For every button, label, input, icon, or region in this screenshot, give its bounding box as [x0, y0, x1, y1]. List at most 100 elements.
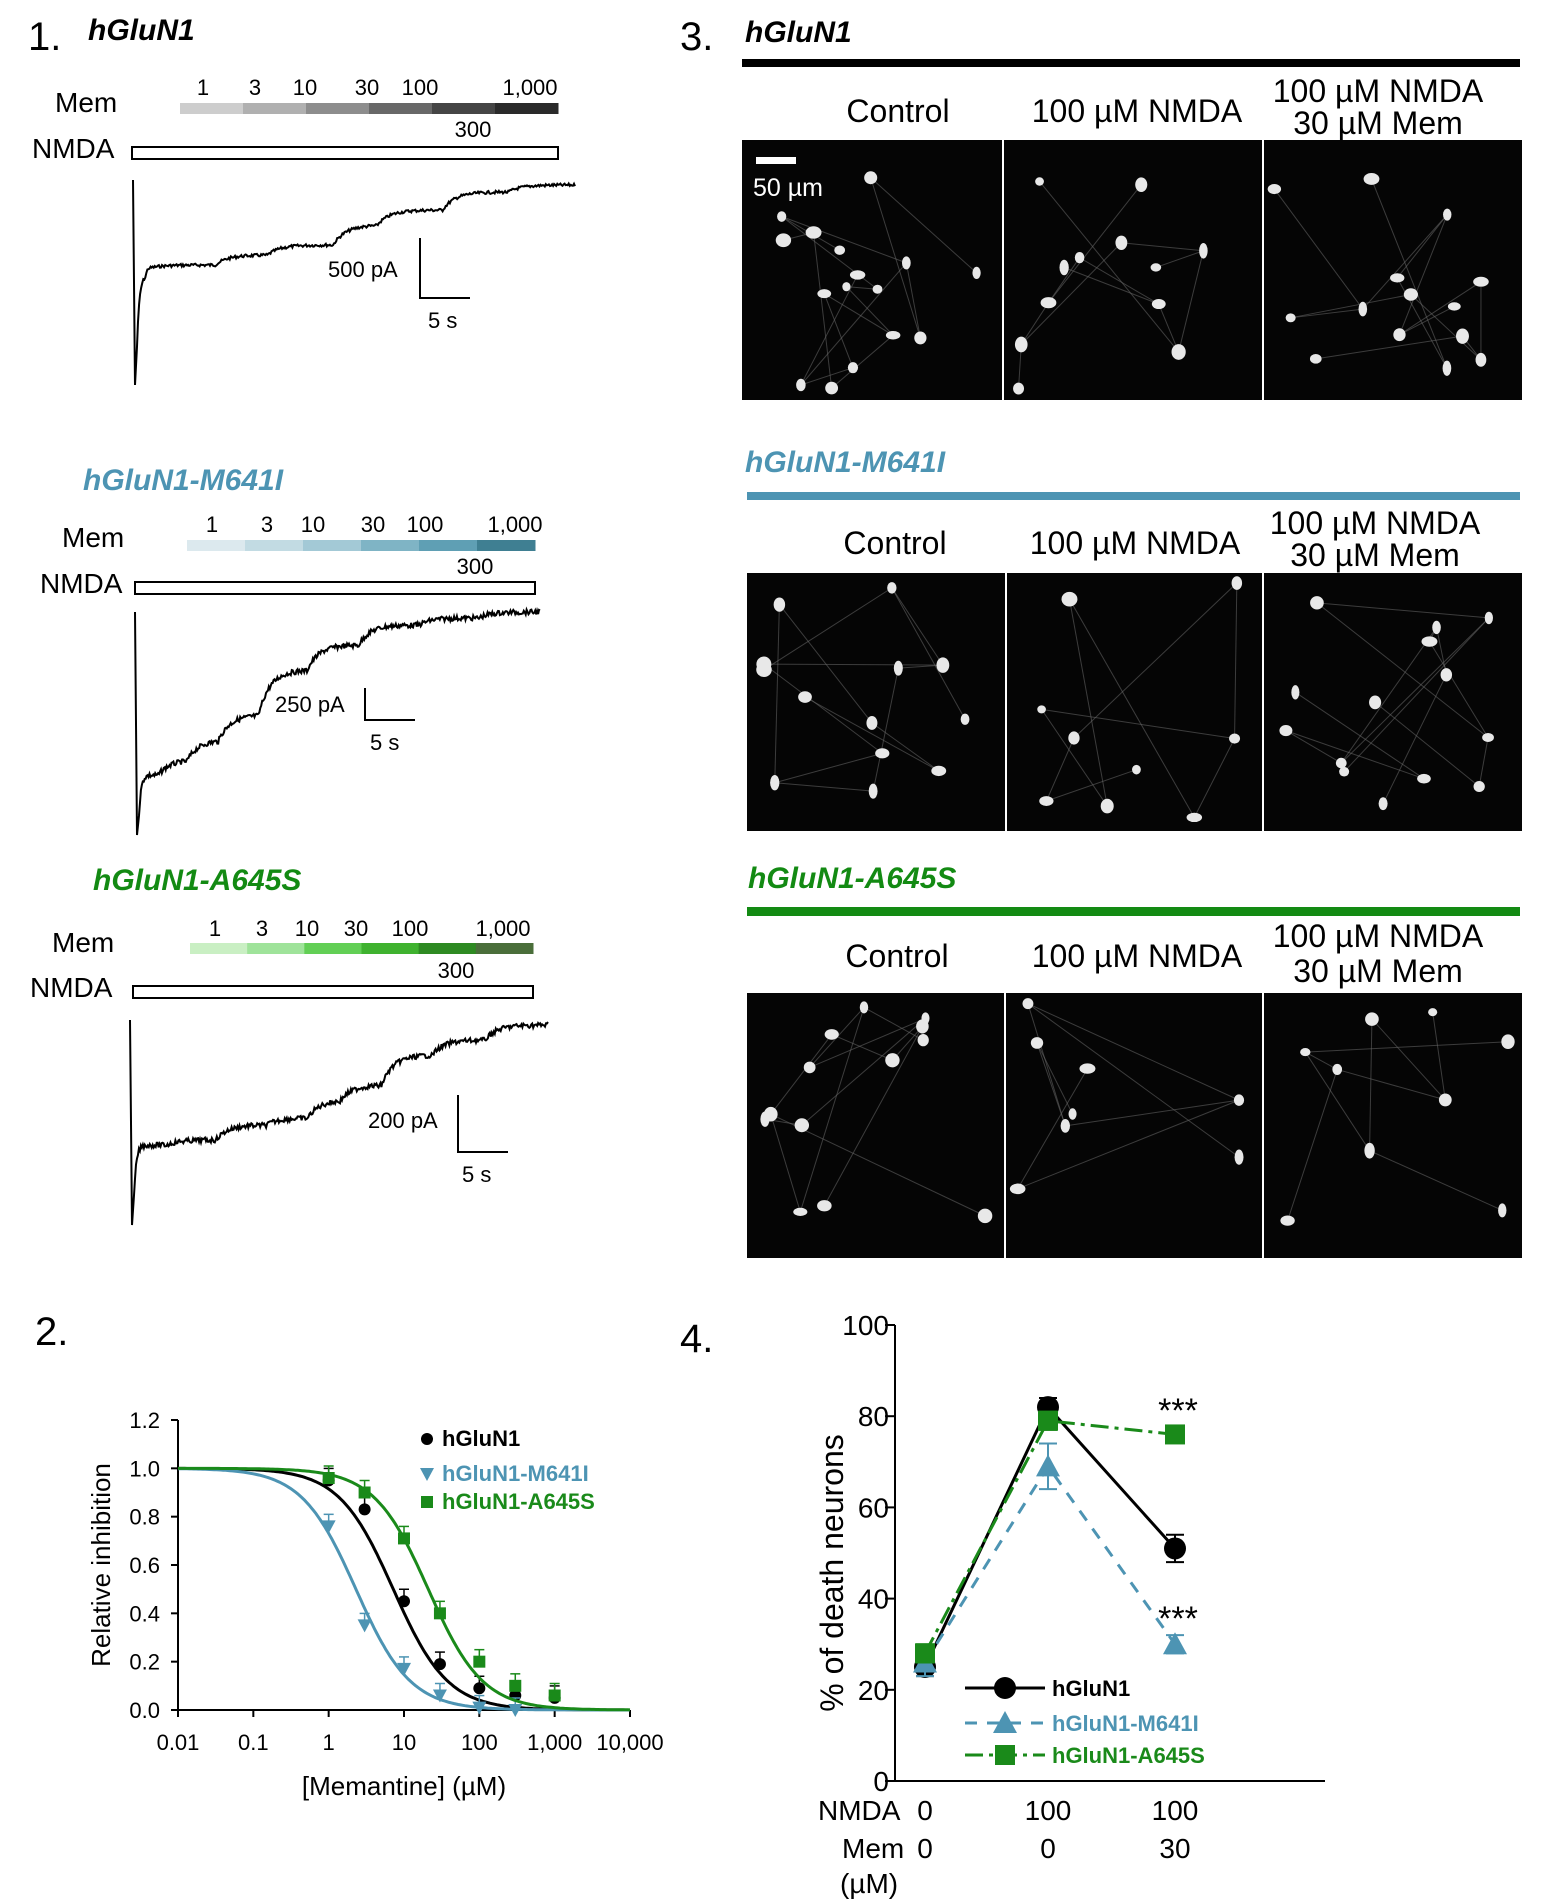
neurite [1045, 737, 1075, 802]
neuron-soma [868, 783, 878, 799]
category-mem: 0 [917, 1833, 933, 1864]
neurite [800, 262, 907, 386]
micrograph-g3-nmda-mem [1264, 993, 1522, 1258]
trace-1-nmda-bar [131, 146, 559, 160]
significance-m641i: *** [1158, 1600, 1198, 1638]
y-tick-label: 0.2 [129, 1650, 160, 1675]
neurite [1020, 302, 1049, 345]
neurite [1158, 303, 1180, 353]
neuron-soma [1498, 1203, 1507, 1218]
legend-marker [421, 1496, 433, 1508]
neurite [801, 1018, 926, 1126]
neurite [1316, 602, 1489, 738]
micro-group-1-rule [742, 59, 1520, 67]
mem-bar-segment [361, 540, 420, 551]
row-label-mem: Mem [842, 1833, 904, 1864]
neurite [804, 696, 939, 772]
micro-group-1-col-nmda-mem-line1: 100 µM NMDA [1273, 73, 1484, 109]
mem-bar-segment [303, 540, 362, 551]
y-tick-label: 100 [842, 1310, 889, 1341]
neuron-soma [1421, 636, 1438, 647]
trace-3-conc-3: 3 [256, 916, 268, 941]
mem-bar-segment [245, 540, 304, 551]
neurite [778, 604, 873, 724]
neuron-soma [921, 1012, 930, 1025]
data-point [322, 1472, 335, 1484]
neuron-soma [1475, 352, 1487, 367]
trace-1-scale-bar [419, 238, 470, 299]
neurite [781, 216, 907, 264]
cells-g3-nmda [1009, 998, 1245, 1195]
neuron-soma [875, 748, 890, 759]
trace-3-conc-100: 100 [392, 916, 429, 941]
data-point [432, 1689, 447, 1703]
neurite [870, 177, 977, 274]
neurite [1079, 257, 1160, 305]
neuron-soma [1229, 733, 1241, 744]
neuron-soma [1473, 276, 1489, 287]
neuron-soma [1365, 1012, 1379, 1026]
neuron-soma [1040, 297, 1057, 309]
micro-group-2-col-nmda: 100 µM NMDA [1030, 525, 1241, 561]
category-mem: 0 [1040, 1833, 1056, 1864]
neuron-soma [1039, 796, 1054, 806]
trace-2-conc-1000: 1,000 [487, 512, 542, 537]
cells-g1-control [775, 171, 981, 395]
neuron-soma [1100, 798, 1114, 814]
x-axis-label: [Memantine] (µM) [302, 1771, 506, 1801]
neurite [1069, 598, 1195, 818]
trace-2-scale-bar [364, 688, 415, 721]
data-point [509, 1679, 522, 1692]
cells-g3-nmda-mem [1280, 1008, 1515, 1226]
trace-2-conc-1: 1 [206, 512, 218, 537]
neuron-soma [805, 226, 822, 239]
neuron-soma [1393, 328, 1406, 342]
neuron-soma [794, 1118, 810, 1133]
panel-3-number: 3. [680, 15, 713, 59]
trace-1-mem-bar [180, 103, 559, 114]
neurite [774, 752, 883, 784]
trace-3-conc-300: 300 [438, 958, 475, 983]
neurite [863, 1006, 924, 1041]
neurite [891, 587, 944, 666]
y-tick-label: 0.8 [129, 1505, 160, 1530]
neurite [809, 1017, 926, 1068]
neuron-soma [1061, 591, 1078, 607]
mem-bar-segment [477, 540, 536, 551]
neurite [1340, 617, 1490, 764]
trace-1-scale-y: 500 pA [328, 257, 398, 282]
neurite [846, 286, 894, 336]
neuron-soma [1060, 1119, 1070, 1133]
scale-bar-label: 50 µm [753, 174, 823, 202]
neurite [1432, 1012, 1446, 1100]
neuron-soma [1035, 177, 1044, 186]
neuron-soma [914, 331, 927, 345]
panel-4: 4. 0 20 40 60 80 100 % of death neurons NMDA Mem… [680, 1310, 1325, 1899]
neuron-soma [1484, 611, 1494, 625]
category-mem: 30 [1159, 1833, 1190, 1864]
trace-2-mem-bar [187, 540, 536, 551]
neuron-soma [770, 775, 780, 791]
neurite [1036, 1042, 1074, 1115]
mem-bar-segment [243, 103, 307, 114]
neuron-soma [1150, 263, 1162, 272]
neurite [1429, 641, 1489, 738]
trace-2-nmda-row-label: NMDA [40, 568, 123, 599]
neuron-soma [1455, 328, 1469, 344]
neurite [800, 367, 854, 386]
micrograph-g1-nmda [1004, 140, 1262, 400]
y-tick-label: 80 [858, 1401, 889, 1432]
data-point [397, 1662, 411, 1676]
neuron-soma [1309, 354, 1322, 364]
trace-3-scale-bar [457, 1095, 508, 1153]
neuron-soma [1473, 780, 1485, 793]
neuron-soma [1234, 1149, 1244, 1165]
data-point [357, 1619, 372, 1633]
cells-g2-nmda-mem [1279, 596, 1494, 811]
neuron-soma [1363, 173, 1380, 185]
neurite [799, 1007, 865, 1213]
micrograph-g2-nmda-mem [1264, 573, 1522, 831]
category-nmda: 100 [1025, 1795, 1072, 1826]
data-point [1163, 1632, 1187, 1655]
neuron-soma [1199, 242, 1208, 259]
